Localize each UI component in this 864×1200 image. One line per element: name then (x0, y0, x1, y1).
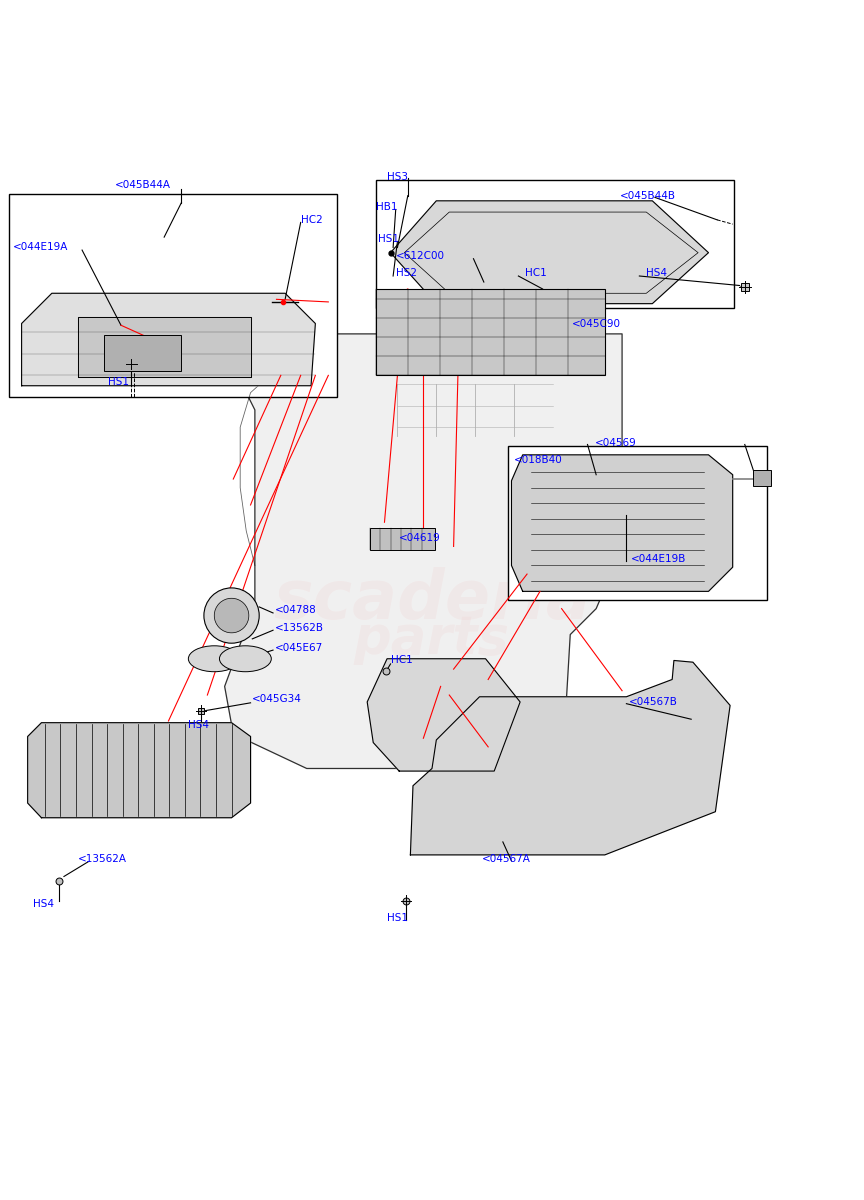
Text: <045C90: <045C90 (572, 318, 621, 329)
Text: scaderia: scaderia (273, 566, 591, 634)
Text: <13562B: <13562B (275, 623, 324, 632)
Bar (104, 335, 181, 371)
Text: <045G34: <045G34 (252, 695, 302, 704)
Text: HS4: HS4 (188, 720, 209, 731)
Text: HC2: HC2 (301, 215, 322, 224)
Text: HS4: HS4 (33, 899, 54, 910)
Text: <044E19A: <044E19A (13, 242, 68, 252)
Text: HC1: HC1 (391, 655, 412, 666)
Text: <04788: <04788 (275, 605, 316, 616)
Polygon shape (225, 334, 622, 768)
Polygon shape (367, 659, 520, 772)
Text: <13562A: <13562A (78, 854, 127, 864)
Polygon shape (22, 293, 315, 385)
Text: HS3: HS3 (387, 172, 408, 181)
Text: HS4: HS4 (646, 269, 667, 278)
Circle shape (214, 599, 249, 632)
Text: HS1: HS1 (387, 913, 408, 923)
Text: HB1: HB1 (376, 202, 397, 212)
Text: <045E67: <045E67 (275, 642, 323, 653)
Text: <045B44B: <045B44B (620, 191, 677, 200)
Text: parts: parts (354, 613, 510, 665)
Text: <612C00: <612C00 (396, 251, 445, 262)
Text: <04567B: <04567B (629, 697, 678, 707)
Bar (376, 180, 734, 308)
Circle shape (204, 588, 259, 643)
Bar (753, 470, 771, 486)
Polygon shape (28, 722, 251, 817)
Text: HS1: HS1 (378, 234, 398, 244)
Polygon shape (410, 660, 730, 854)
Bar (376, 289, 605, 376)
Text: HC1: HC1 (525, 269, 547, 278)
Text: <04569: <04569 (594, 438, 636, 448)
Polygon shape (511, 455, 733, 592)
Text: <04619: <04619 (399, 533, 441, 542)
Text: <044E19B: <044E19B (631, 553, 686, 564)
Bar (9, 194, 337, 397)
Text: <045B44A: <045B44A (115, 180, 170, 191)
Bar (508, 446, 767, 600)
Text: <018B40: <018B40 (514, 455, 562, 466)
Text: HS1: HS1 (108, 377, 129, 388)
Polygon shape (391, 200, 708, 304)
Ellipse shape (219, 646, 271, 672)
Ellipse shape (188, 646, 240, 672)
Polygon shape (78, 317, 251, 377)
Text: <04567A: <04567A (482, 854, 531, 864)
Bar (370, 528, 435, 550)
Text: HS2: HS2 (396, 269, 416, 278)
